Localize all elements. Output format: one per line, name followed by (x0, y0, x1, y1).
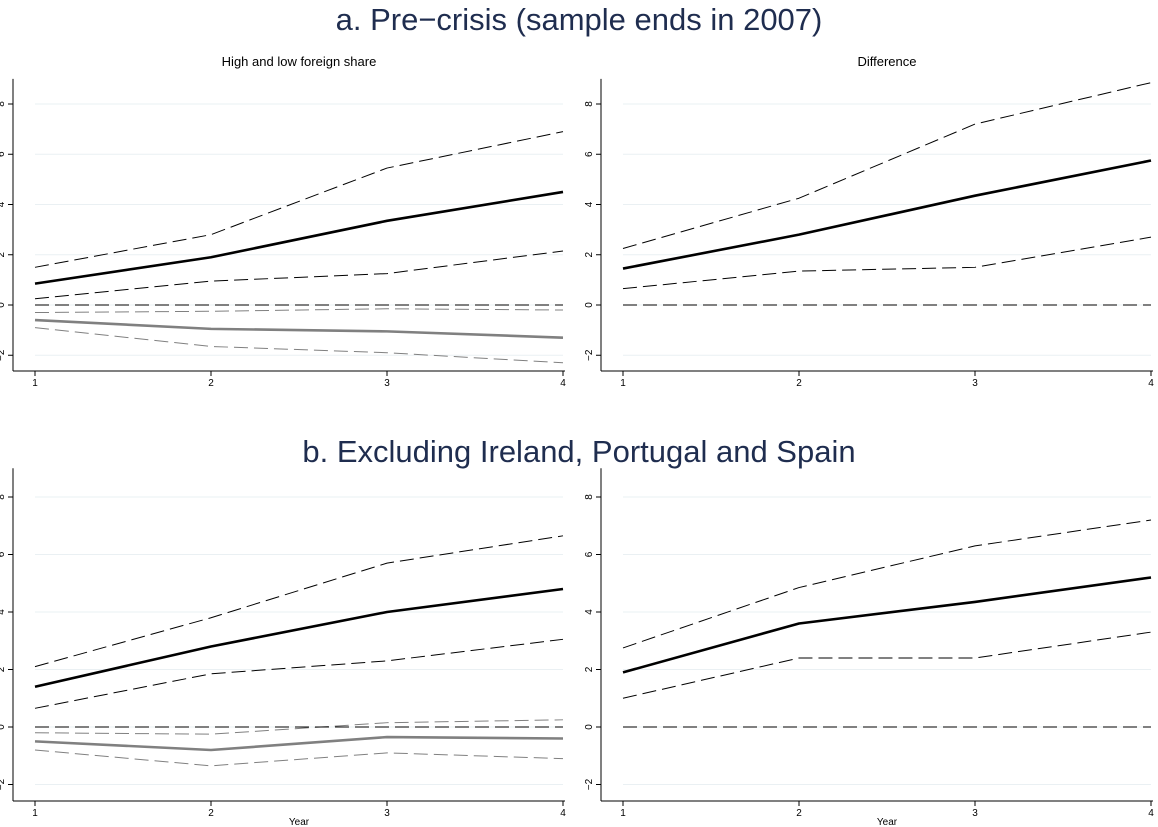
section-title-b: b. Excluding Ireland, Portugal and Spain (302, 434, 856, 469)
y-tick-label: 6 (584, 151, 595, 157)
series-line-high-lower (34, 250, 564, 300)
series-line-high-upper (34, 131, 564, 268)
series-line-low-upper (34, 719, 564, 735)
y-tick-label: 0 (0, 724, 7, 730)
chart-panel-4: −2 0 2 4 6 8 1 2 3 4 Year (584, 468, 1154, 827)
y-tick-label: 0 (584, 724, 595, 730)
y-tick-label: −2 (0, 778, 7, 790)
x-tick-label: 2 (208, 808, 214, 819)
y-tick-label: 2 (584, 666, 595, 672)
x-tick-label: 3 (972, 378, 978, 389)
series-line-difference (622, 576, 1152, 674)
series-line-low-upper (34, 308, 564, 314)
series-line-difference (622, 159, 1152, 270)
y-tick-label: 0 (584, 302, 595, 308)
series-line-difference-lower (622, 631, 1152, 699)
y-tick-label: 2 (584, 252, 595, 258)
x-tick-label: 4 (560, 378, 566, 389)
x-tick-label: 2 (796, 378, 802, 389)
x-tick-label: 4 (1148, 808, 1154, 819)
y-tick-label: 0 (0, 302, 7, 308)
x-axis-title: Year (877, 817, 898, 827)
panel-title: High and low foreign share (222, 54, 377, 69)
x-tick-label: 3 (972, 808, 978, 819)
chart-panel-1: −2 0 2 4 6 8 1 2 3 4 High and low foreign share (0, 54, 566, 389)
x-axis-title: Year (289, 817, 310, 827)
y-tick-label: 6 (0, 151, 7, 157)
x-tick-label: 2 (208, 378, 214, 389)
y-tick-label: 4 (584, 201, 595, 207)
y-tick-label: 4 (584, 609, 595, 615)
series-line-low (34, 318, 564, 339)
x-tick-label: 4 (1148, 378, 1154, 389)
series-line-high-upper (34, 535, 564, 668)
y-tick-label: 4 (0, 609, 7, 615)
series-line-low-lower (34, 327, 564, 364)
x-tick-label: 1 (620, 808, 626, 819)
y-tick-label: −2 (584, 778, 595, 790)
panel-title: Difference (857, 54, 916, 69)
series-line-high (34, 190, 564, 285)
series-line-high (34, 587, 564, 689)
y-tick-label: 8 (584, 494, 595, 500)
chart-panel-3: −2 0 2 4 6 8 1 2 3 4 Year (0, 468, 566, 827)
y-tick-label: 6 (0, 551, 7, 557)
x-tick-label: 1 (32, 808, 38, 819)
x-tick-label: 3 (384, 378, 390, 389)
series-line-high-lower (34, 638, 564, 709)
y-tick-label: −2 (0, 349, 7, 361)
series-line-difference-upper (622, 82, 1152, 249)
x-tick-label: 2 (796, 808, 802, 819)
x-tick-label: 4 (560, 808, 566, 819)
x-tick-label: 3 (384, 808, 390, 819)
series-line-difference-lower (622, 236, 1152, 290)
x-tick-label: 1 (32, 378, 38, 389)
series-line-low (34, 735, 564, 752)
y-tick-label: −2 (584, 349, 595, 361)
y-tick-label: 8 (0, 494, 7, 500)
chart-panel-2: −2 0 2 4 6 8 1 2 3 4 Difference (584, 54, 1154, 389)
y-tick-label: 2 (0, 252, 7, 258)
y-tick-label: 8 (0, 101, 7, 107)
y-tick-label: 8 (584, 101, 595, 107)
y-tick-label: 2 (0, 666, 7, 672)
x-tick-label: 1 (620, 378, 626, 389)
y-tick-label: 6 (584, 551, 595, 557)
series-line-difference-upper (622, 519, 1152, 649)
section-title-a: a. Pre−crisis (sample ends in 2007) (335, 2, 823, 37)
series-line-low-lower (34, 749, 564, 767)
y-tick-label: 4 (0, 201, 7, 207)
